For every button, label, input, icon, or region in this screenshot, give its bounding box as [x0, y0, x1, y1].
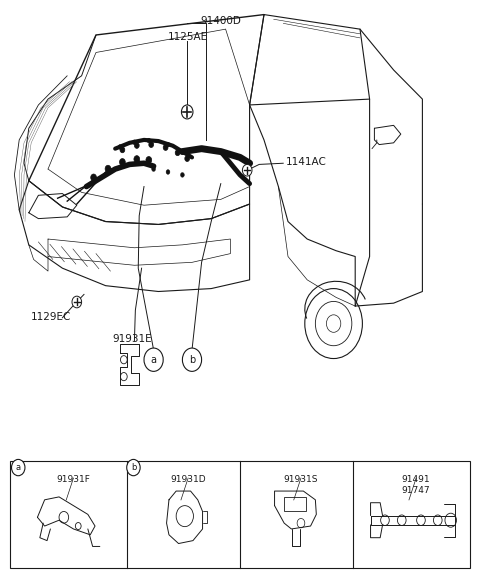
Circle shape	[175, 150, 180, 156]
Circle shape	[120, 147, 125, 153]
Circle shape	[163, 145, 168, 150]
Circle shape	[137, 161, 141, 166]
Circle shape	[12, 459, 25, 476]
Text: 91931E: 91931E	[113, 334, 153, 345]
Text: 91400D: 91400D	[201, 16, 241, 26]
Circle shape	[152, 167, 156, 171]
Circle shape	[146, 157, 152, 164]
Bar	[10, 461, 470, 568]
Circle shape	[127, 459, 140, 476]
Circle shape	[108, 168, 112, 173]
Circle shape	[105, 166, 111, 173]
Text: 1125AE: 1125AE	[168, 32, 208, 43]
Circle shape	[120, 159, 125, 166]
Text: a: a	[151, 354, 156, 365]
Bar	[284, 497, 306, 511]
Circle shape	[72, 296, 82, 308]
Circle shape	[149, 142, 154, 147]
Circle shape	[118, 145, 122, 149]
Text: 91931F: 91931F	[57, 475, 90, 484]
Circle shape	[91, 174, 96, 181]
Text: 91931S: 91931S	[284, 475, 318, 484]
Text: b: b	[131, 463, 136, 472]
Circle shape	[134, 142, 139, 148]
Circle shape	[185, 156, 190, 161]
Circle shape	[181, 105, 193, 119]
Circle shape	[182, 348, 202, 371]
Text: a: a	[16, 463, 21, 472]
Circle shape	[147, 138, 151, 143]
Text: 91931D: 91931D	[170, 475, 206, 484]
Text: 1141AC: 1141AC	[286, 157, 326, 167]
Circle shape	[132, 140, 136, 145]
Circle shape	[166, 142, 170, 147]
Circle shape	[166, 170, 170, 174]
Text: 91491
91747: 91491 91747	[402, 475, 431, 494]
Circle shape	[180, 173, 184, 177]
Circle shape	[134, 156, 140, 163]
Text: 1129EC: 1129EC	[31, 312, 72, 322]
Circle shape	[94, 177, 98, 182]
Text: b: b	[189, 354, 195, 365]
Circle shape	[242, 164, 252, 176]
Circle shape	[144, 348, 163, 371]
Circle shape	[123, 163, 127, 168]
